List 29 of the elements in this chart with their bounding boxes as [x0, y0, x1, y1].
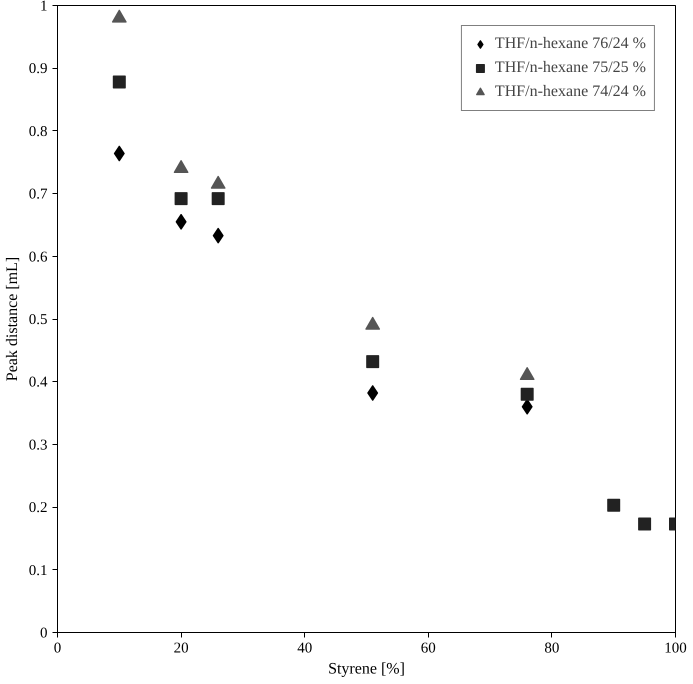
- x-tick-label: 60: [420, 640, 436, 656]
- legend-label: THF/n-hexane 76/24 %: [494, 35, 646, 53]
- legend-label: THF/n-hexane 74/24 %: [494, 83, 646, 101]
- y-tick-label: 0.3: [28, 437, 48, 454]
- x-tick-label: 100: [664, 640, 687, 656]
- x-tick-label: 20: [174, 640, 189, 656]
- y-tick-label: 0.6: [28, 249, 48, 266]
- point: [174, 192, 188, 206]
- point: [638, 518, 652, 531]
- x-tick-label: 40: [297, 640, 312, 656]
- point: [366, 355, 380, 368]
- y-tick-label: 0.2: [28, 500, 48, 516]
- y-tick-label: 0.9: [28, 61, 48, 78]
- legend-label: THF/n-hexane 75/25 %: [494, 59, 646, 77]
- point: [607, 498, 620, 512]
- y-axis-title: Peak distance [mL]: [4, 256, 21, 382]
- y-tick-label: 0.1: [28, 562, 48, 579]
- y-tick-label: 0.8: [28, 124, 48, 140]
- y-tick-label: 0.5: [28, 312, 48, 328]
- y-tick-label: 1: [40, 0, 48, 14]
- point: [212, 192, 225, 206]
- y-tick-label: 0.4: [28, 374, 48, 391]
- point: [112, 75, 126, 88]
- x-tick-label: 80: [544, 640, 560, 656]
- x-tick-label: 0: [54, 640, 62, 656]
- y-tick-label: 0: [40, 626, 48, 642]
- x-axis-title: Styrene [%]: [328, 660, 405, 678]
- y-tick-label: 0.7: [28, 186, 48, 203]
- point: [520, 388, 534, 401]
